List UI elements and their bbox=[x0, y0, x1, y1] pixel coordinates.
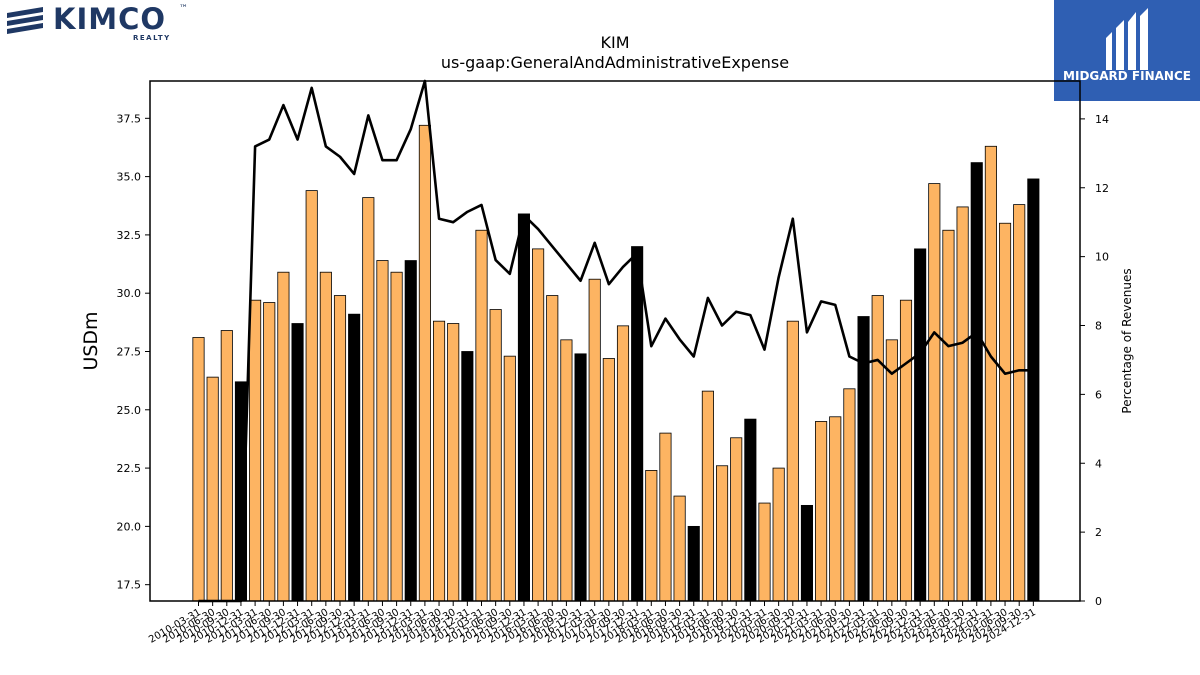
bar bbox=[772, 467, 785, 602]
y2-tick-label: 4 bbox=[1095, 457, 1102, 470]
bar bbox=[404, 260, 417, 602]
bar bbox=[475, 229, 488, 602]
bar bbox=[786, 320, 799, 602]
bar bbox=[376, 260, 389, 602]
bar bbox=[319, 271, 332, 602]
bar bbox=[758, 502, 771, 602]
bar bbox=[899, 299, 913, 602]
bar bbox=[857, 316, 870, 602]
bar bbox=[390, 271, 403, 602]
bar bbox=[206, 376, 219, 602]
bar bbox=[418, 124, 431, 602]
kimco-logo-subtext: REALTY bbox=[133, 34, 171, 42]
x-axis-ticks: 2010-03-312010-06-302010-09-302010-12-31… bbox=[147, 601, 1038, 646]
percentage-line bbox=[198, 79, 1034, 603]
bar bbox=[885, 339, 898, 602]
bar bbox=[659, 432, 672, 602]
bar bbox=[701, 390, 714, 602]
bar bbox=[645, 470, 658, 602]
bar bbox=[800, 504, 813, 602]
bar bbox=[220, 330, 233, 602]
bar bbox=[461, 351, 474, 602]
bar bbox=[843, 388, 856, 602]
bar bbox=[588, 278, 601, 602]
y-tick-label: 25.0 bbox=[117, 404, 142, 417]
chart-title: KIM bbox=[600, 33, 629, 52]
y-tick-label: 17.5 bbox=[117, 579, 142, 592]
bar bbox=[716, 465, 729, 602]
bar bbox=[532, 248, 545, 602]
y-tick-label: 22.5 bbox=[117, 462, 142, 475]
y2-tick-label: 6 bbox=[1095, 388, 1102, 401]
y-axis-left-ticks: 17.5 20.0 22.5 25.0 27.5 30.0 32.5 35.0 37.5 bbox=[117, 112, 150, 592]
bar bbox=[1027, 178, 1040, 602]
midgard-logo: MIDGARD FINANCE bbox=[1054, 0, 1200, 101]
bar bbox=[546, 295, 559, 602]
bar bbox=[602, 358, 615, 602]
y-tick-label: 35.0 bbox=[117, 171, 142, 184]
bar bbox=[263, 302, 276, 602]
bar bbox=[673, 495, 686, 602]
bar bbox=[574, 353, 587, 602]
y-tick-label: 30.0 bbox=[117, 287, 142, 300]
y2-tick-label: 10 bbox=[1095, 251, 1109, 264]
bar bbox=[305, 190, 318, 602]
bar bbox=[362, 197, 375, 602]
bar bbox=[815, 421, 828, 602]
y2-axis-label: Percentage of Revenues bbox=[1120, 268, 1134, 413]
bar bbox=[192, 337, 205, 602]
bar bbox=[517, 213, 530, 602]
bar bbox=[277, 271, 290, 602]
bar bbox=[616, 325, 630, 602]
bar bbox=[432, 320, 446, 602]
bar bbox=[984, 145, 997, 602]
bar bbox=[631, 246, 644, 602]
kimco-logo: KIMCO ™ REALTY bbox=[5, 2, 195, 43]
bar bbox=[291, 323, 304, 602]
bar bbox=[489, 309, 502, 602]
y-axis-right-ticks: 0 2 4 6 8 10 12 14 bbox=[1080, 113, 1109, 608]
y2-tick-label: 0 bbox=[1095, 595, 1102, 608]
y2-tick-label: 8 bbox=[1095, 320, 1102, 333]
y-tick-label: 20.0 bbox=[117, 520, 142, 533]
bar bbox=[249, 299, 262, 602]
bar bbox=[999, 222, 1012, 602]
midgard-logo-text: MIDGARD FINANCE bbox=[1063, 69, 1191, 83]
y-tick-label: 37.5 bbox=[117, 112, 142, 125]
y-tick-label: 32.5 bbox=[117, 229, 142, 242]
bar bbox=[560, 339, 573, 602]
y2-tick-label: 2 bbox=[1095, 526, 1102, 539]
bar bbox=[730, 437, 743, 602]
bar bbox=[871, 295, 884, 602]
bar bbox=[928, 183, 941, 602]
bar bbox=[503, 355, 516, 602]
bar bbox=[956, 206, 969, 602]
bar bbox=[914, 248, 927, 602]
y2-tick-label: 14 bbox=[1095, 113, 1109, 126]
bar bbox=[970, 162, 983, 602]
bar bbox=[942, 229, 955, 602]
y2-tick-label: 12 bbox=[1095, 182, 1109, 195]
bar-series bbox=[192, 124, 1040, 602]
bar bbox=[829, 416, 842, 602]
plot-frame bbox=[149, 80, 1081, 602]
chart-subtitle: us-gaap:GeneralAndAdministrativeExpense bbox=[441, 53, 789, 72]
bar bbox=[447, 323, 460, 602]
bar bbox=[1013, 204, 1026, 602]
kimco-logo-mark-icon bbox=[7, 7, 43, 34]
y-tick-label: 27.5 bbox=[117, 345, 142, 358]
kimco-logo-tm: ™ bbox=[179, 4, 188, 14]
percentage-line-series bbox=[198, 79, 1034, 603]
bar bbox=[687, 525, 700, 602]
midgard-logo-mark-icon bbox=[1106, 8, 1148, 70]
bar bbox=[744, 418, 757, 602]
bar bbox=[348, 313, 361, 602]
y-axis-label: USDm bbox=[80, 311, 102, 370]
kimco-logo-text: KIMCO bbox=[53, 2, 167, 36]
bar bbox=[333, 295, 347, 602]
